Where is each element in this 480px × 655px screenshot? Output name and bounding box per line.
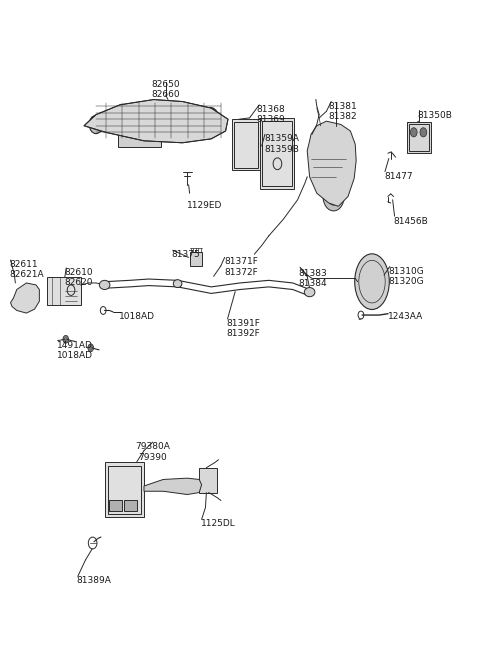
- Text: 81477: 81477: [384, 172, 413, 181]
- Text: 81350B: 81350B: [418, 111, 453, 121]
- Ellipse shape: [99, 280, 110, 290]
- Bar: [260, 118, 294, 189]
- Bar: [105, 462, 144, 517]
- Text: 81375: 81375: [172, 250, 201, 259]
- Text: 1018AD: 1018AD: [119, 312, 155, 321]
- Circle shape: [327, 188, 340, 205]
- Text: 81381
81382: 81381 81382: [329, 102, 358, 121]
- Polygon shape: [144, 478, 202, 495]
- Text: 81371F
81372F: 81371F 81372F: [224, 257, 258, 277]
- Text: 1125DL: 1125DL: [201, 519, 235, 529]
- Bar: [118, 133, 161, 147]
- Polygon shape: [11, 283, 39, 313]
- Text: 1243AA: 1243AA: [388, 312, 423, 321]
- Circle shape: [89, 115, 103, 134]
- Polygon shape: [84, 100, 228, 143]
- Bar: [108, 466, 141, 514]
- Bar: [124, 500, 137, 511]
- Text: 81368
81369: 81368 81369: [257, 105, 286, 124]
- Circle shape: [420, 128, 427, 137]
- Ellipse shape: [355, 254, 389, 310]
- Bar: [407, 122, 431, 153]
- Text: 82611
82621A: 82611 82621A: [10, 260, 44, 280]
- Polygon shape: [307, 121, 356, 206]
- Circle shape: [205, 113, 215, 126]
- Text: 79380A
79390: 79380A 79390: [135, 442, 170, 462]
- Bar: [190, 252, 202, 266]
- Text: 81359A
81359B: 81359A 81359B: [264, 134, 299, 154]
- Text: 1129ED: 1129ED: [187, 201, 223, 210]
- Bar: [109, 500, 122, 511]
- Circle shape: [363, 270, 381, 293]
- Bar: [262, 121, 292, 186]
- Text: 81389A: 81389A: [77, 576, 112, 586]
- Circle shape: [63, 335, 69, 343]
- Text: 81383
81384: 81383 81384: [299, 269, 327, 288]
- Circle shape: [202, 107, 219, 131]
- Text: 82650
82660: 82650 82660: [151, 80, 180, 100]
- Circle shape: [410, 128, 417, 137]
- Text: 82610
82620: 82610 82620: [65, 268, 94, 288]
- Bar: [234, 122, 258, 168]
- Circle shape: [88, 344, 94, 352]
- Circle shape: [323, 182, 344, 211]
- Ellipse shape: [304, 288, 315, 297]
- Bar: [409, 124, 429, 151]
- Text: 81456B: 81456B: [394, 217, 428, 227]
- Bar: [199, 468, 217, 493]
- Bar: [232, 119, 260, 170]
- Text: 1491AD
1018AD: 1491AD 1018AD: [57, 341, 93, 360]
- Bar: [47, 277, 81, 305]
- Ellipse shape: [173, 280, 182, 288]
- Text: 81391F
81392F: 81391F 81392F: [227, 319, 261, 339]
- Text: 81310G
81320G: 81310G 81320G: [389, 267, 424, 286]
